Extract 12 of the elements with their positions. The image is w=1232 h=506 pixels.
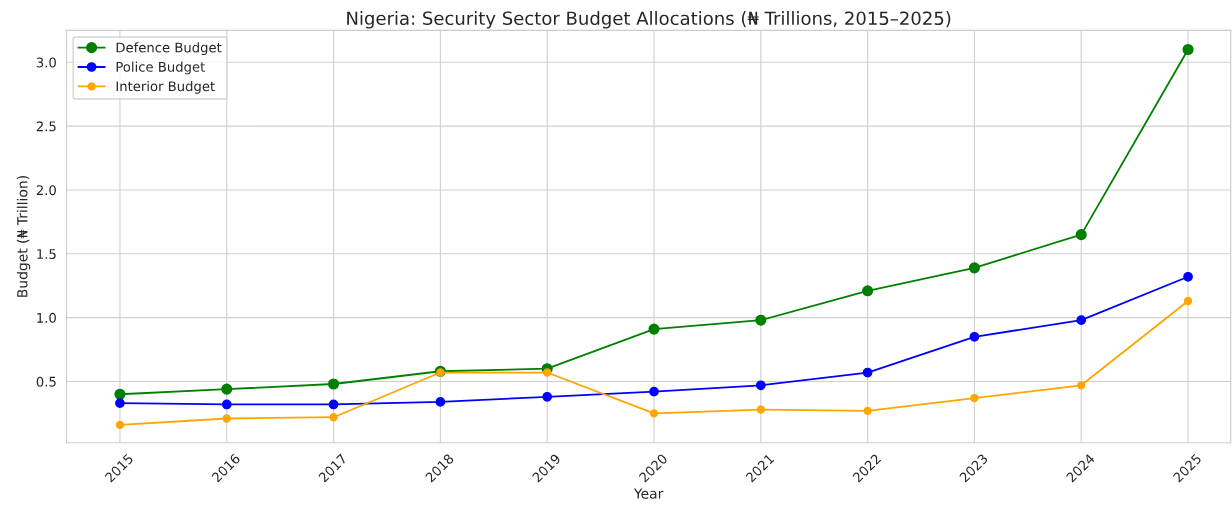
y-tick-label: 2.5 [36,121,56,132]
legend-label: Defence Budget [116,42,222,55]
legend-label: Interior Budget [116,80,215,94]
y-tick-label: 0.5 [36,376,56,387]
legend-label: Police Budget [116,61,205,75]
chart-title: Nigeria: Security Sector Budget Allocations (₦ Trillions, 2015–2025) [347,11,951,29]
y-tick-label: 3.0 [36,57,56,68]
y-tick-label: 1.5 [37,249,56,259]
y-axis-title: Budget (₦ Trillion) [16,176,31,297]
y-tick-label: 1.0 [37,312,56,323]
x-axis-title: Year [633,488,664,499]
y-tick-label: 2.0 [36,185,56,196]
